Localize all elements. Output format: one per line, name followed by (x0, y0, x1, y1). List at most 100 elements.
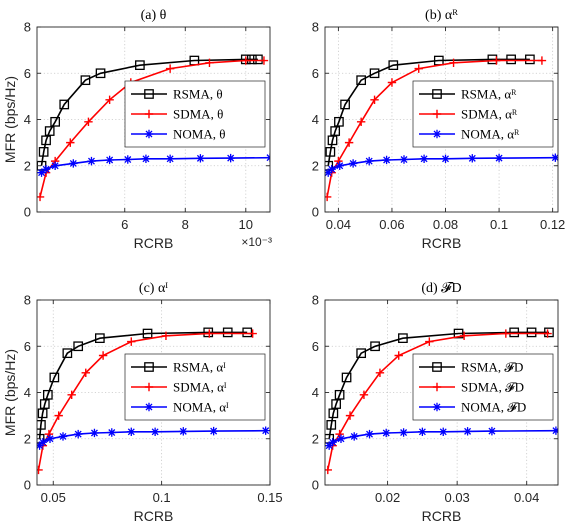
data-point (325, 192, 332, 202)
data-point (551, 426, 558, 435)
x-axis-label: RCRB (422, 235, 462, 251)
data-point (348, 159, 358, 168)
legend-marker (432, 89, 442, 99)
chart-panel-3: 0.05 0.1 0.15 0 2 4 6 8 RCRB MFR (bps/Hz) (c) αᴵ RS… (2, 281, 283, 524)
data-point (58, 432, 68, 441)
x-axis-label: RCRB (134, 508, 174, 524)
y-tick-label: 4 (24, 385, 31, 400)
data-point (441, 154, 450, 164)
data-point (375, 368, 385, 378)
data-point (335, 161, 344, 170)
data-point (80, 75, 91, 86)
data-point (127, 337, 136, 346)
data-point (537, 56, 547, 65)
data-point (59, 99, 70, 110)
data-point (141, 154, 151, 164)
data-point (226, 153, 235, 163)
series-asterisk (325, 426, 558, 450)
data-point (399, 155, 409, 164)
legend-marker (432, 129, 442, 139)
data-point (242, 327, 253, 338)
x-tick-label: 0.03 (444, 490, 469, 505)
data-point (241, 56, 250, 65)
data-point (341, 372, 352, 383)
x-tick-label: 0.02 (375, 490, 400, 505)
legend-entry: NOMA, αᴵ (173, 400, 229, 415)
x-axis-exponent: ×10⁻³ (241, 235, 272, 249)
data-point (179, 427, 188, 436)
y-tick-label: 8 (24, 20, 31, 35)
x-tick-label: 0.15 (257, 490, 282, 505)
y-tick-label: 6 (24, 66, 31, 81)
data-point (165, 154, 175, 164)
data-point (246, 54, 257, 65)
legend-marker (432, 362, 442, 372)
y-tick-label: 4 (24, 112, 31, 127)
data-point (328, 408, 339, 419)
legend-entry: SDMA, θ (173, 107, 223, 122)
data-point (551, 153, 558, 162)
data-point (382, 155, 391, 165)
x-tick-label: 0.12 (540, 217, 565, 232)
legend: RSMA, αᴿ SDMA, αᴿ NOMA, αᴿ (412, 80, 554, 148)
series-asterisk (37, 426, 270, 450)
data-point (66, 138, 75, 147)
data-point (95, 68, 106, 79)
y-axis-label: MFR (bps/Hz) (2, 76, 18, 163)
y-tick-label: 6 (24, 339, 31, 354)
data-point (340, 99, 350, 110)
data-point (209, 426, 218, 436)
y-tick-label: 8 (24, 293, 31, 308)
data-point (98, 351, 108, 360)
data-point (45, 434, 55, 443)
series-line (38, 331, 248, 439)
data-point (259, 56, 269, 65)
chart-title: (b) αᴿ (425, 8, 458, 23)
legend-entry: SDMA, αᴵ (173, 380, 227, 395)
data-point (369, 68, 380, 79)
data-point (501, 329, 511, 338)
data-point (543, 329, 552, 338)
data-point (81, 368, 90, 378)
series-asterisk (325, 153, 558, 177)
data-point (394, 351, 403, 360)
data-point (334, 389, 345, 400)
data-point (382, 428, 391, 438)
legend: RSMA, αᴵ SDMA, αᴵ NOMA, αᴵ (124, 353, 266, 421)
data-point (142, 328, 153, 339)
data-point (327, 165, 336, 174)
data-point (203, 327, 214, 338)
data-point (135, 60, 145, 71)
data-point (356, 75, 367, 86)
series-plus (325, 329, 552, 475)
chart-title: (d) 𝓕D (421, 281, 461, 296)
data-point (463, 427, 472, 436)
chart-title: (c) αᴵ (139, 281, 168, 296)
data-point (399, 428, 408, 437)
data-point (365, 429, 374, 439)
y-tick-label: 0 (312, 205, 319, 220)
y-tick-label: 2 (24, 431, 31, 446)
data-point (326, 420, 337, 430)
data-point (253, 54, 263, 65)
y-tick-label: 0 (24, 205, 31, 220)
data-point (41, 165, 51, 174)
series-line (328, 331, 549, 439)
data-point (67, 390, 76, 400)
legend-entry: NOMA, 𝓕D (461, 400, 526, 415)
data-point (161, 331, 171, 341)
data-point (62, 348, 73, 359)
legend-entry: NOMA, θ (173, 127, 225, 142)
data-point (345, 411, 355, 420)
x-tick-label: 8 (182, 217, 189, 232)
data-point (453, 328, 464, 339)
legend-entry: RSMA, αᴿ (461, 87, 517, 102)
x-tick-label: 0.04 (514, 490, 539, 505)
legend-entry: RSMA, 𝓕D (461, 360, 523, 375)
data-point (73, 341, 84, 352)
data-point (325, 441, 334, 450)
data-point (261, 426, 270, 435)
x-tick-label: 0.08 (433, 217, 458, 232)
data-point (439, 427, 448, 437)
data-point (42, 389, 53, 400)
